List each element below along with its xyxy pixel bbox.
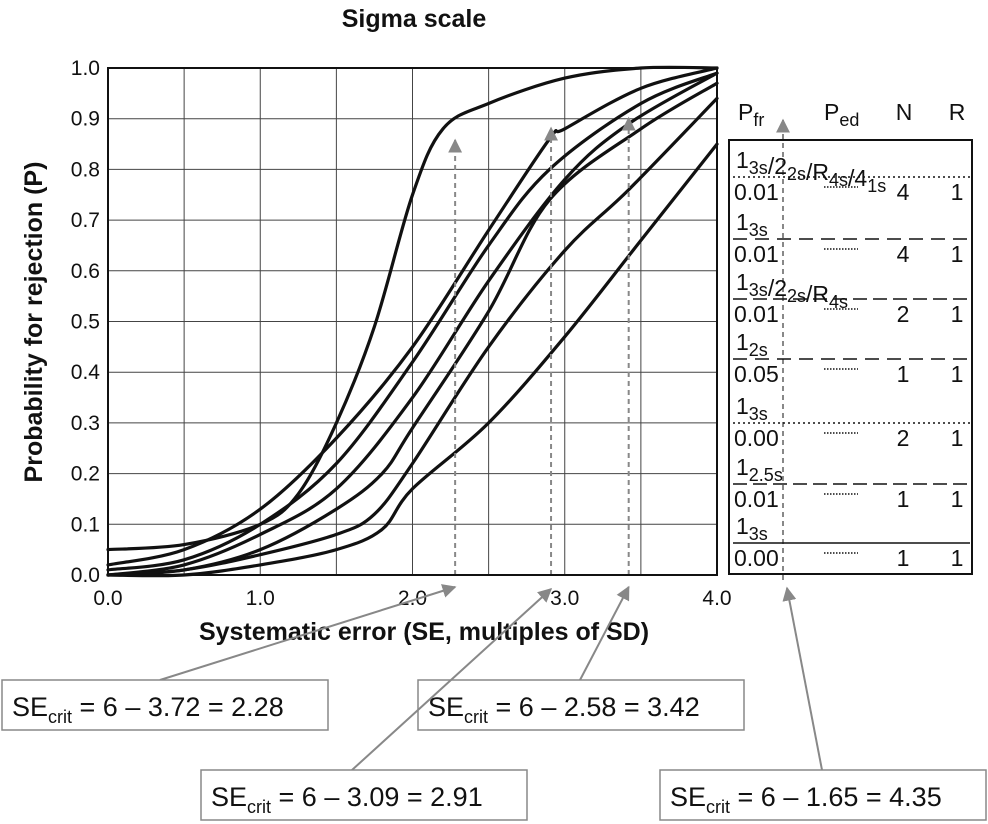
rule-label: 13s <box>736 513 768 544</box>
rule-label: 13s <box>736 209 768 240</box>
n-value: 2 <box>897 425 910 451</box>
x-tick-label: 1.0 <box>246 587 275 610</box>
chart-title: Sigma scale <box>342 5 487 33</box>
series-line-3 <box>106 71 719 572</box>
r-value: 1 <box>951 545 964 571</box>
y-tick-label: 0.3 <box>71 412 100 435</box>
pfr-value: 0.01 <box>734 301 779 327</box>
y-tick-label: 1.0 <box>71 57 100 80</box>
x-tick-label: 3.0 <box>550 587 579 610</box>
se-crit-formula: SEcrit = 6 – 2.58 = 3.42 <box>428 692 700 727</box>
tick-labels: 0.0 0.1 0.2 0.3 0.4 0.5 0.6 0.7 0.8 0.9 1.0 0.0 1.0 2… <box>71 57 732 610</box>
y-tick-label: 0.4 <box>71 361 101 384</box>
annotation-pointer <box>579 585 630 681</box>
r-value: 1 <box>951 241 964 267</box>
y-tick-label: 0.6 <box>71 260 100 283</box>
se-crit-formula: SEcrit = 6 – 3.72 = 2.28 <box>12 692 284 727</box>
se-crit-formula: SEcrit = 6 – 1.65 = 4.35 <box>670 782 942 817</box>
rule-label: 12.5s <box>736 454 783 485</box>
x-axis-title: Systematic error (SE, multiples of SD) <box>199 618 649 646</box>
rule-label: 13s <box>736 393 768 424</box>
series-line-4 <box>106 71 719 577</box>
series-line-2 <box>106 66 719 567</box>
y-tick-label: 0.0 <box>71 564 100 587</box>
rule-label: 12s <box>736 329 768 360</box>
grid <box>107 67 718 576</box>
pfr-value: 0.05 <box>734 361 779 387</box>
se-crit-formula: SEcrit = 6 – 3.09 = 2.91 <box>211 782 483 817</box>
annotation-pointer <box>782 586 823 771</box>
y-tick-label: 0.8 <box>71 158 100 181</box>
y-tick-label: 0.9 <box>71 108 100 131</box>
n-value: 4 <box>897 241 910 267</box>
rule-label: 13s/22s/R4s/41s <box>736 147 886 196</box>
pfr-value: 0.00 <box>734 425 779 451</box>
x-tick-label: 2.0 <box>398 587 427 610</box>
annotation-pointer <box>351 588 553 771</box>
curves <box>106 65 719 578</box>
n-value: 2 <box>897 301 910 327</box>
r-value: 1 <box>951 301 964 327</box>
se-crit-annotations: SEcrit = 6 – 3.72 = 2.28 SEcrit = 6 – 2.5… <box>1 584 987 821</box>
y-tick-label: 0.2 <box>71 463 100 486</box>
pfr-value: 0.01 <box>734 179 779 205</box>
y-tick-label: 0.5 <box>71 311 100 334</box>
n-value: 4 <box>897 179 910 205</box>
annotation-box <box>200 769 528 821</box>
r-value: 1 <box>951 361 964 387</box>
arrows <box>448 116 790 580</box>
n-value: 1 <box>897 545 910 571</box>
pfr-value: 0.00 <box>734 545 779 571</box>
annotation-box <box>659 769 987 821</box>
col-header-ped: Ped <box>824 99 859 130</box>
pfr-value: 0.01 <box>734 241 779 267</box>
col-header-pfr: Pfr <box>738 99 764 130</box>
y-tick-label: 0.7 <box>71 209 100 232</box>
col-header-r: R <box>949 99 966 125</box>
r-value: 1 <box>951 179 964 205</box>
annotation-pointer <box>159 584 457 681</box>
series-line-6 <box>106 96 719 577</box>
y-tick-label: 0.1 <box>71 513 100 536</box>
annotation-box <box>417 679 745 731</box>
rule-label: 13s/22s/R4s <box>736 269 848 312</box>
r-value: 1 <box>951 486 964 512</box>
n-value: 1 <box>897 486 910 512</box>
n-value: 1 <box>897 361 910 387</box>
series-line-5 <box>106 81 719 577</box>
annotation-box <box>1 679 329 731</box>
series-line-7 <box>106 142 719 578</box>
r-value: 1 <box>951 425 964 451</box>
table-frame <box>728 139 973 575</box>
x-tick-label: 4.0 <box>702 587 731 610</box>
col-header-n: N <box>896 99 913 125</box>
plot-frame <box>107 67 718 576</box>
y-axis-title: Probability for rejection (P) <box>20 162 48 483</box>
pfr-value: 0.01 <box>734 486 779 512</box>
x-tick-label: 0.0 <box>93 587 122 610</box>
